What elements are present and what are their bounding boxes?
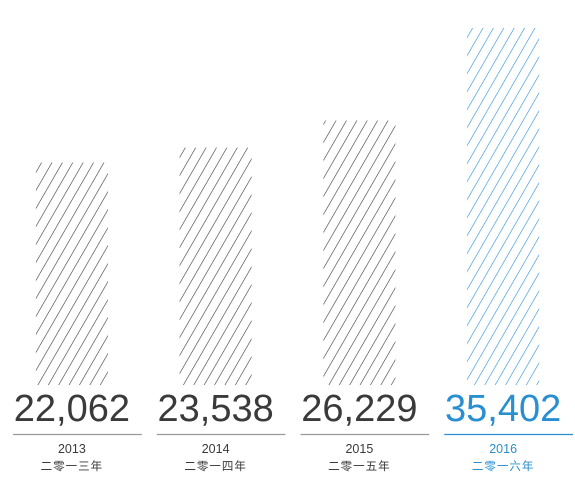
- year-label-2016: 2016: [489, 442, 517, 456]
- bar-2013: [35, 162, 108, 385]
- year-label-2014: 2014: [202, 442, 230, 456]
- labels-group: 22,062 2013 二零一三年 23,538 2014 二零一四年 26,229 2015…: [13, 388, 573, 473]
- year-label-2015: 2015: [345, 442, 373, 456]
- bar-2015: [323, 120, 396, 385]
- bars-group: [35, 28, 540, 385]
- value-label-2014: 23,538: [158, 388, 274, 430]
- chinese-year-label-2013: 二零一三年: [41, 459, 104, 473]
- bar-2016: [467, 28, 540, 385]
- chinese-year-label-2016: 二零一六年: [472, 459, 535, 473]
- bar-2014: [179, 147, 252, 385]
- chinese-year-label-2014: 二零一四年: [184, 459, 247, 473]
- value-label-2015: 26,229: [301, 388, 417, 430]
- year-label-2013: 2013: [58, 442, 86, 456]
- value-label-2016: 35,402: [445, 388, 561, 430]
- chinese-year-label-2015: 二零一五年: [328, 459, 391, 473]
- value-label-2013: 22,062: [14, 388, 130, 430]
